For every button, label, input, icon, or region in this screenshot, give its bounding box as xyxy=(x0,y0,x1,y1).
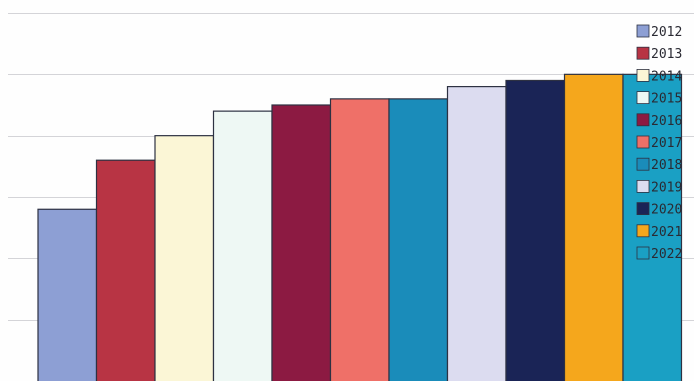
legend-swatch-2017 xyxy=(636,135,650,149)
legend-item-2014: 2014 xyxy=(636,69,682,84)
bar-2013 xyxy=(95,159,156,381)
legend-item-2016: 2016 xyxy=(636,113,682,129)
bar-2019 xyxy=(446,85,507,381)
legend-item-2020: 2020 xyxy=(636,202,682,218)
legend-label-2013: 2013 xyxy=(651,47,682,62)
legend-item-2015: 2015 xyxy=(636,91,682,107)
legend-swatch-2016 xyxy=(636,113,650,127)
legend: 2012 2013 2014 2015 2016 2017 2018 2019 2020 2021… xyxy=(636,24,682,262)
bar-2014 xyxy=(154,135,215,381)
legend-item-2019: 2019 xyxy=(636,179,682,195)
legend-label-2022: 2022 xyxy=(651,247,682,262)
legend-swatch-2014 xyxy=(636,69,650,82)
bars xyxy=(37,73,683,381)
bar-2020 xyxy=(505,79,566,381)
legend-item-2012: 2012 xyxy=(636,24,682,40)
legend-swatch-2015 xyxy=(636,91,650,104)
bar-2022 xyxy=(622,73,683,381)
legend-swatch-2018 xyxy=(636,157,650,171)
legend-label-2019: 2019 xyxy=(651,180,682,195)
legend-swatch-2019 xyxy=(636,179,650,193)
bar-2021 xyxy=(563,73,624,381)
legend-swatch-2022 xyxy=(636,246,650,260)
legend-item-2013: 2013 xyxy=(636,46,682,62)
bar-2012 xyxy=(37,208,98,381)
legend-label-2020: 2020 xyxy=(651,203,682,218)
legend-item-2022: 2022 xyxy=(636,246,682,262)
bar-2017 xyxy=(329,98,390,381)
legend-label-2021: 2021 xyxy=(651,225,682,240)
legend-swatch-2021 xyxy=(636,224,650,238)
bar-2015 xyxy=(212,110,273,381)
legend-label-2017: 2017 xyxy=(651,136,682,151)
legend-swatch-2012 xyxy=(636,24,650,38)
legend-swatch-2013 xyxy=(636,46,650,60)
legend-label-2012: 2012 xyxy=(651,25,682,40)
legend-swatch-2020 xyxy=(636,202,650,216)
bar-2016 xyxy=(271,104,332,381)
legend-label-2016: 2016 xyxy=(651,114,682,129)
legend-label-2018: 2018 xyxy=(651,158,682,173)
legend-item-2017: 2017 xyxy=(636,135,682,151)
bar-2018 xyxy=(388,98,449,381)
legend-item-2021: 2021 xyxy=(636,224,682,240)
legend-label-2014: 2014 xyxy=(651,69,682,84)
legend-label-2015: 2015 xyxy=(651,92,682,107)
legend-item-2018: 2018 xyxy=(636,157,682,173)
